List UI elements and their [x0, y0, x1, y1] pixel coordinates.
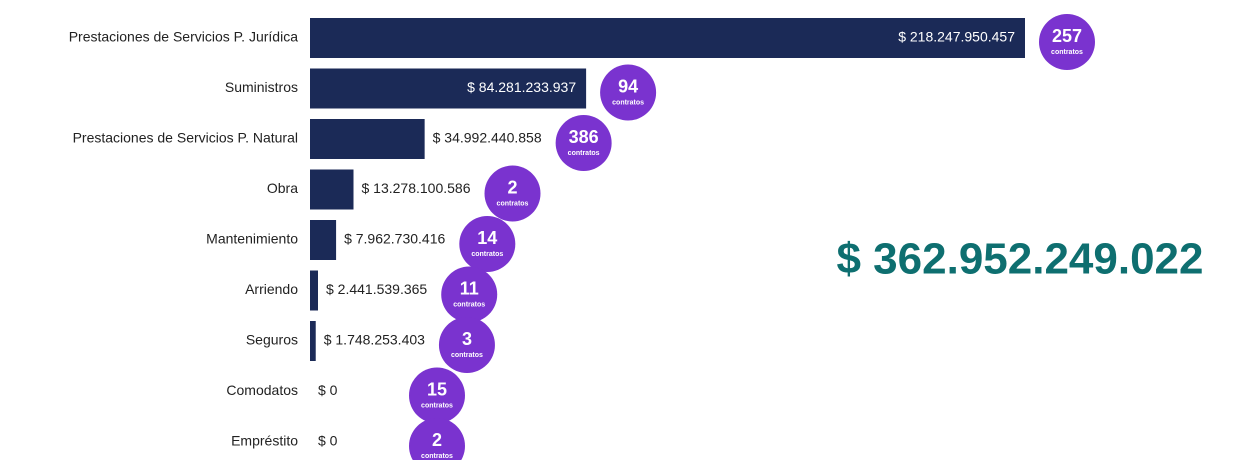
category-label: Comodatos — [226, 382, 298, 398]
contract-bubble — [555, 115, 612, 171]
contract-count: 11 — [460, 278, 479, 298]
category-label: Mantenimiento — [206, 231, 298, 247]
bar — [310, 169, 354, 210]
category-label: Empréstito — [231, 433, 298, 449]
total: $ 362.952.249.022 — [836, 235, 1203, 284]
contract-unit: contratos — [453, 301, 485, 308]
contract-count: 2 — [507, 177, 517, 197]
contract-bubble — [459, 216, 516, 272]
bar — [310, 270, 318, 311]
value-label: $ 7.962.730.416 — [344, 231, 445, 247]
value-label: $ 13.278.100.586 — [362, 180, 471, 196]
category-label: Obra — [267, 180, 298, 196]
value-label: $ 1.748.253.403 — [324, 332, 425, 348]
contract-unit: contratos — [497, 200, 529, 207]
contract-bubble — [600, 64, 657, 121]
contract-count: 257 — [1052, 26, 1082, 46]
contract-unit: contratos — [568, 150, 600, 157]
value-label: $ 2.441.539.365 — [326, 281, 427, 297]
bar — [310, 18, 1025, 58]
contract-count: 2 — [432, 430, 442, 450]
contract-unit: contratos — [1051, 49, 1083, 56]
contract-count: 3 — [462, 329, 472, 349]
contract-unit: contratos — [471, 251, 503, 258]
contract-unit: contratos — [421, 453, 453, 460]
category-label: Seguros — [246, 332, 298, 348]
contract-bubble — [438, 317, 495, 373]
contract-count: 15 — [427, 379, 447, 399]
bar — [310, 119, 425, 159]
value-label: $ 34.992.440.858 — [433, 130, 542, 146]
category-label: Arriendo — [245, 281, 298, 297]
value-label: $ 84.281.233.937 — [467, 79, 576, 95]
contract-bubble — [441, 266, 498, 323]
contract-unit: contratos — [421, 402, 453, 409]
category-label: Prestaciones de Servicios P. Jurídica — [69, 29, 299, 45]
category-label: Prestaciones de Servicios P. Natural — [73, 130, 298, 146]
category-label: Suministros — [225, 79, 298, 95]
contract-bubble — [1039, 14, 1095, 70]
bar — [310, 321, 316, 361]
contract-count: 386 — [569, 127, 599, 147]
value-label: $ 0 — [318, 382, 338, 398]
contract-unit: contratos — [451, 352, 483, 359]
contract-count: 14 — [477, 228, 497, 248]
contract-bubble — [409, 367, 465, 424]
value-label: $ 218.247.950.457 — [898, 29, 1015, 45]
bar — [310, 220, 337, 260]
contract-count: 94 — [618, 76, 638, 96]
contract-bubble — [484, 165, 541, 222]
contract-unit: contratos — [612, 99, 644, 106]
contract-bubble — [409, 418, 465, 460]
bar — [310, 68, 587, 109]
value-label: $ 0 — [318, 433, 338, 449]
